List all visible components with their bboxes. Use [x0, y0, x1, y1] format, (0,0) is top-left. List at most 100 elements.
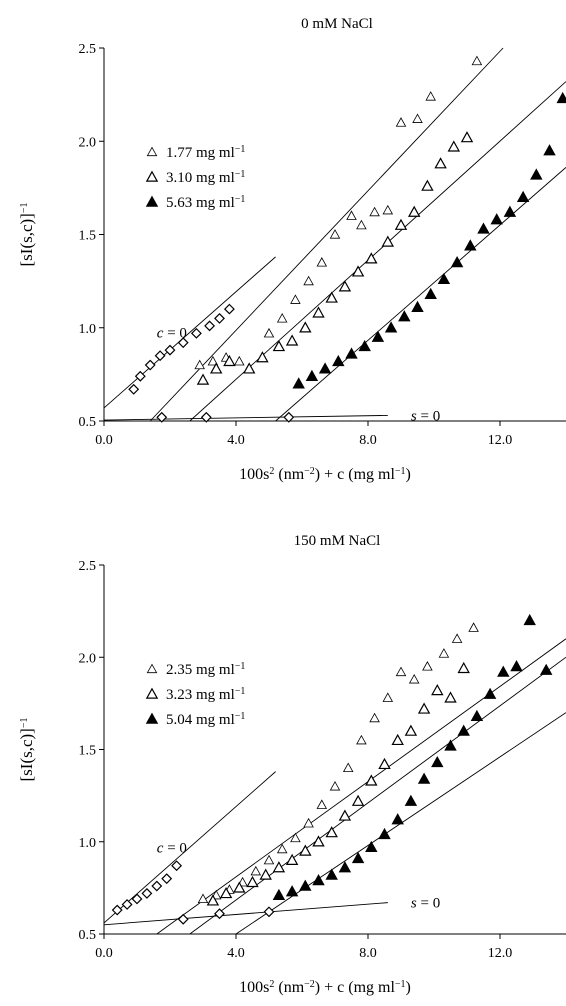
data-point-series-0 [356, 734, 367, 745]
chart-top-0mM: 0 mM NaCl 0.5 1.0 1.5 2.0 2.5 0.0 4.0 8.0 12.0 100… [17, 16, 566, 483]
data-point-series-1 [431, 684, 444, 696]
data-point-series-2 [398, 310, 411, 322]
data-point-series-1 [381, 235, 395, 247]
data-point-series-1 [246, 875, 259, 888]
data-point-series-3 [164, 344, 176, 356]
data-point-series-0 [395, 117, 407, 127]
data-point-series-1 [404, 724, 418, 736]
data-point-series-0 [290, 294, 301, 304]
data-point-series-3 [263, 906, 275, 918]
fit-line-label: c = 0 [157, 325, 187, 341]
data-point-series-1 [312, 306, 325, 318]
data-point-series-0 [468, 622, 479, 632]
fit-line-label: s = 0 [411, 896, 440, 912]
data-point-series-1 [365, 774, 378, 786]
data-point-series-1 [325, 826, 338, 838]
data-point-series-2 [272, 888, 286, 901]
data-point-series-1 [312, 835, 325, 847]
data-point-series-0 [263, 327, 275, 338]
data-point-series-2 [345, 347, 358, 359]
data-point-series-1 [233, 881, 246, 893]
data-point-series-1 [444, 691, 457, 703]
chart-bottom-150mM: 150 mM NaCl 0.5 1.0 1.5 2.0 2.5 0.0 4.0 8.0 12.0 1… [17, 533, 566, 996]
data-point-series-2 [530, 168, 543, 180]
y-tick-label: 1.5 [79, 229, 97, 244]
legend-entry-1: 3.23 mg ml−1 [166, 686, 245, 704]
data-point-series-1 [223, 354, 236, 367]
data-point-series-1 [242, 362, 256, 374]
data-point-series-3 [214, 908, 225, 920]
data-point-series-3 [190, 327, 202, 339]
data-point-series-2 [556, 91, 566, 104]
data-point-series-0 [234, 355, 245, 366]
data-point-series-3 [151, 880, 163, 892]
fit-line-1 [103, 414, 388, 421]
data-point-series-0 [471, 55, 483, 66]
data-point-series-1 [196, 373, 210, 385]
legend-entry-2: 5.63 mg ml−1 [166, 194, 245, 212]
data-point-series-1 [338, 809, 352, 821]
data-point-series-2 [411, 300, 424, 312]
data-point-series-0 [194, 359, 205, 370]
x-axis-label: 100s2 (nm−2) + c (mg ml−1) [239, 979, 411, 997]
data-point-series-0 [382, 692, 394, 702]
fit-line-3 [189, 656, 566, 935]
data-point-series-2 [464, 239, 477, 251]
data-point-series-1 [457, 661, 470, 674]
data-point-series-2 [424, 287, 437, 299]
data-point-series-1 [285, 853, 299, 865]
x-tick-label: 0.0 [95, 946, 113, 961]
data-point-series-2 [312, 874, 325, 886]
data-point-series-3 [200, 411, 212, 423]
data-point-series-1 [434, 157, 447, 169]
data-point-series-3 [154, 350, 166, 362]
data-point-series-1 [394, 218, 408, 230]
data-point-series-1 [325, 291, 338, 303]
data-point-series-1 [299, 844, 312, 856]
legend-marker-2 [145, 712, 159, 724]
data-point-series-1 [219, 886, 233, 899]
data-point-series-0 [412, 113, 423, 123]
data-point-series-2 [325, 868, 338, 880]
data-point-series-2 [470, 709, 484, 722]
chart-title: 0 mM NaCl [301, 16, 373, 32]
legend-marker-2 [145, 195, 159, 207]
fit-line-3 [189, 81, 566, 422]
data-point-series-2 [510, 660, 523, 672]
data-point-series-0 [276, 843, 288, 854]
y-tick-label: 2.0 [79, 651, 97, 666]
data-point-series-2 [371, 330, 385, 342]
data-point-series-2 [299, 879, 312, 891]
data-point-series-2 [358, 339, 371, 352]
data-point-series-3 [177, 337, 189, 349]
y-axis-label: [sI(s,c)]−1 [17, 203, 36, 267]
legend-entry-2: 5.04 mg ml−1 [166, 711, 245, 729]
data-point-series-3 [214, 312, 225, 324]
y-tick-label: 1.0 [79, 322, 97, 337]
data-point-series-2 [450, 256, 464, 268]
data-point-series-3 [121, 899, 133, 910]
data-point-series-1 [338, 280, 352, 292]
data-point-series-1 [351, 265, 365, 277]
data-point-series-1 [417, 702, 431, 714]
fit-line-2 [149, 47, 504, 422]
data-point-series-2 [457, 724, 470, 736]
data-point-series-0 [342, 762, 354, 773]
x-tick-label: 12.0 [488, 433, 513, 448]
data-point-series-0 [316, 799, 328, 809]
fit-line-label: c = 0 [157, 840, 187, 856]
x-tick-label: 4.0 [227, 433, 245, 448]
fit-line-1 [103, 902, 388, 926]
data-point-series-0 [408, 673, 420, 684]
data-point-series-0 [369, 712, 380, 723]
data-point-series-2 [477, 222, 490, 234]
data-point-series-1 [272, 861, 286, 873]
data-point-series-2 [444, 739, 457, 751]
data-point-series-0 [356, 219, 367, 230]
fit-line-2 [156, 638, 566, 935]
data-point-series-2 [305, 369, 319, 381]
data-point-series-2 [404, 794, 418, 806]
data-point-series-2 [503, 205, 517, 217]
data-point-series-0 [422, 661, 433, 671]
fit-line-4 [275, 167, 566, 422]
